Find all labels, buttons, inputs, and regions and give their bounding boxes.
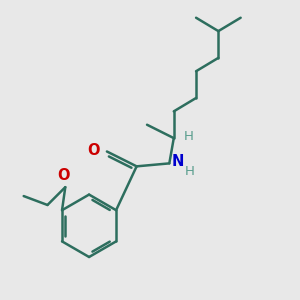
- Text: O: O: [87, 142, 100, 158]
- Text: H: H: [185, 165, 195, 178]
- Text: H: H: [183, 130, 193, 143]
- Text: N: N: [172, 154, 184, 169]
- Text: O: O: [58, 168, 70, 183]
